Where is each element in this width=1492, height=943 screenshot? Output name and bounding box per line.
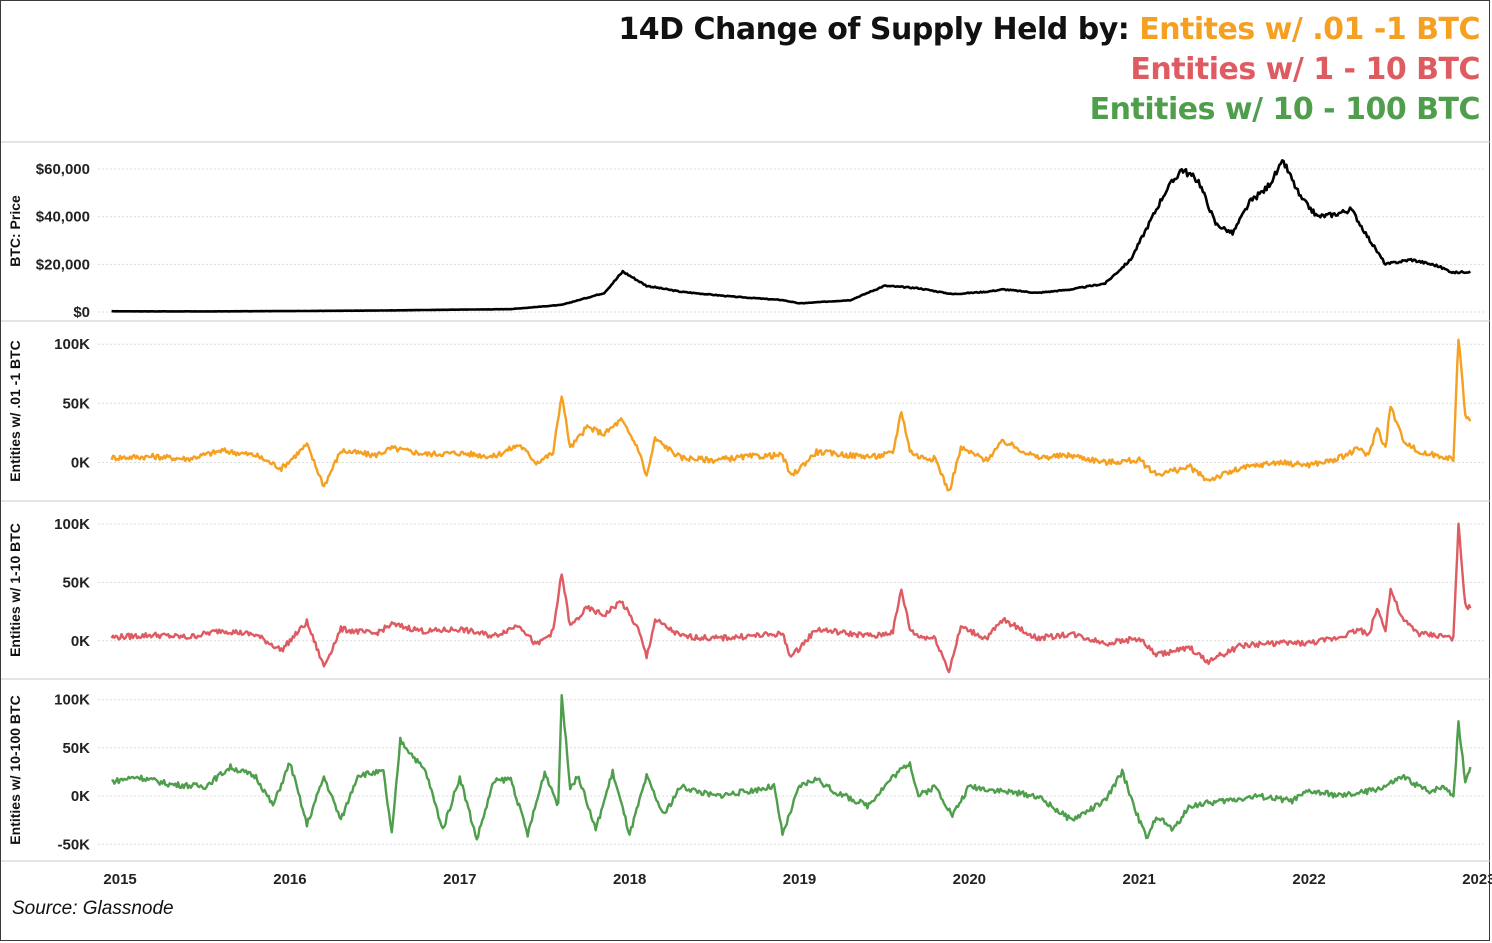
x-tick-label: 2016 [273, 871, 306, 888]
y-tick-label: 0K [71, 788, 90, 805]
y-tick-label: $40,000 [36, 209, 90, 226]
y-axis-label: Entities w/ 1-10 BTC [7, 523, 23, 657]
y-tick-label: -50K [57, 836, 90, 853]
chart-title: 14D Change of Supply Held by: Entites w/… [618, 10, 1480, 130]
title-series-2: Entities w/ 1 - 10 BTC [1130, 52, 1480, 87]
x-tick-label: 2020 [953, 871, 986, 888]
y-axis-label: Entities w/ .01 -1 BTC [7, 340, 23, 482]
y-tick-label: 50K [62, 395, 90, 412]
y-tick-label: 0K [71, 454, 90, 471]
title-series-1: Entites w/ .01 -1 BTC [1139, 12, 1480, 47]
title-prefix: 14D Change of Supply Held by: [618, 12, 1140, 47]
x-tick-label: 2022 [1292, 871, 1325, 888]
x-tick-label: 2021 [1123, 871, 1156, 888]
series-line [110, 338, 1472, 492]
title-series-3: Entities w/ 10 - 100 BTC [1089, 92, 1481, 127]
x-tick-label: 2017 [443, 871, 476, 888]
y-axis-label: BTC: Price [7, 195, 23, 267]
series-line [110, 522, 1472, 674]
y-tick-label: 100K [54, 336, 90, 353]
x-tick-label: 2023 [1462, 871, 1492, 888]
y-tick-label: 0K [71, 633, 90, 650]
x-tick-label: 2015 [103, 871, 136, 888]
series-line [111, 159, 1472, 313]
y-tick-label: 100K [54, 692, 90, 709]
y-tick-label: $20,000 [36, 256, 90, 273]
x-tick-label: 2018 [613, 871, 646, 888]
title-line-1: 14D Change of Supply Held by: Entites w/… [618, 10, 1480, 50]
source-note: Source: Glassnode [12, 898, 174, 919]
y-tick-label: 100K [54, 516, 90, 533]
y-tick-label: 50K [62, 574, 90, 591]
x-tick-label: 2019 [783, 871, 816, 888]
series-line [111, 694, 1472, 841]
y-tick-label: $0 [73, 304, 90, 321]
y-tick-label: 50K [62, 740, 90, 757]
y-axis-label: Entities w/ 10-100 BTC [7, 695, 23, 844]
y-tick-label: $60,000 [36, 161, 90, 178]
